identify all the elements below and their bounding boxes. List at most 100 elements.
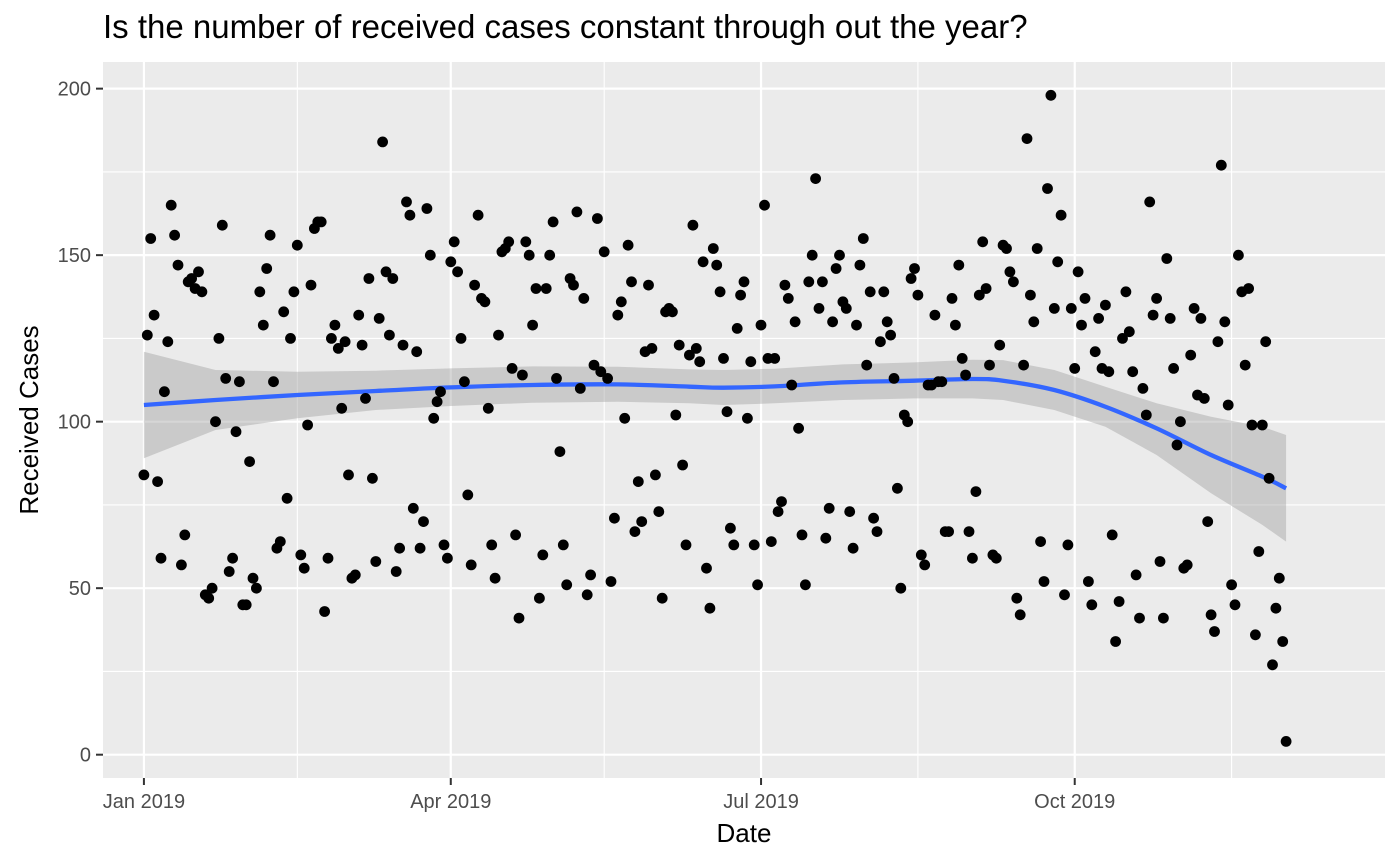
data-point <box>278 306 290 318</box>
data-point <box>377 136 388 148</box>
data-point <box>1042 183 1053 194</box>
data-point <box>370 556 382 567</box>
data-point <box>629 526 641 537</box>
data-point <box>943 526 954 537</box>
data-point <box>643 279 654 291</box>
data-point <box>721 406 733 418</box>
data-point <box>1250 629 1261 641</box>
data-point <box>291 239 303 251</box>
data-point <box>274 536 286 547</box>
data-point <box>1270 602 1282 614</box>
data-point <box>960 369 971 381</box>
data-point <box>871 526 883 537</box>
data-point <box>431 396 443 408</box>
data-point <box>1038 576 1050 587</box>
data-point <box>1106 529 1118 541</box>
data-point <box>864 286 876 298</box>
data-point <box>1158 612 1169 624</box>
data-point <box>1079 293 1091 304</box>
data-point <box>1048 303 1060 314</box>
data-point <box>680 539 692 551</box>
data-point <box>172 259 184 271</box>
data-point <box>1195 313 1207 324</box>
data-point <box>551 373 562 384</box>
data-point <box>1001 243 1012 254</box>
data-point <box>759 199 770 211</box>
data-point <box>482 402 494 414</box>
data-point <box>817 276 828 288</box>
data-point <box>1011 592 1023 604</box>
data-point <box>360 393 371 404</box>
data-point <box>1168 363 1179 374</box>
data-point <box>789 316 801 328</box>
data-point <box>452 266 463 278</box>
data-point <box>285 333 296 344</box>
data-point <box>220 373 232 384</box>
data-point <box>1083 576 1094 587</box>
data-point <box>1209 626 1220 637</box>
axis-ticks: 0 50 100 150 200 Jan 2019 Apr 2019 Jul 2019 Oct … <box>58 79 1116 813</box>
data-point <box>247 572 259 584</box>
data-point <box>148 309 160 321</box>
data-point <box>697 256 709 268</box>
data-point <box>165 199 177 211</box>
data-point <box>530 283 542 294</box>
data-point <box>1100 299 1111 311</box>
data-point <box>909 263 920 274</box>
data-point <box>435 386 446 398</box>
data-point <box>956 353 968 364</box>
data-point <box>469 279 480 291</box>
data-point <box>155 552 167 564</box>
data-point <box>319 606 330 617</box>
data-point <box>656 592 668 604</box>
data-point <box>810 173 821 185</box>
data-point <box>193 266 204 278</box>
data-point <box>885 329 896 341</box>
data-point <box>336 402 348 414</box>
data-point <box>1055 209 1067 221</box>
data-point <box>1134 612 1145 624</box>
data-point <box>585 569 596 581</box>
data-point <box>1229 599 1241 611</box>
data-point <box>418 516 429 527</box>
data-point <box>159 386 170 398</box>
data-point <box>731 323 743 334</box>
data-point <box>1089 346 1101 358</box>
data-point <box>428 412 440 424</box>
data-point <box>745 356 757 368</box>
data-point <box>748 539 760 551</box>
minor-gridlines <box>103 62 1385 778</box>
data-point <box>179 529 191 541</box>
data-point <box>1161 253 1173 264</box>
data-point <box>755 319 767 331</box>
data-point <box>646 343 658 354</box>
data-point <box>384 329 395 341</box>
data-point <box>329 319 341 331</box>
data-point <box>240 599 252 611</box>
data-point <box>547 216 559 228</box>
data-point <box>973 289 985 301</box>
data-point <box>776 496 787 507</box>
data-point <box>830 263 842 274</box>
data-point <box>1076 319 1087 331</box>
data-point <box>895 582 907 594</box>
data-point <box>315 216 327 228</box>
data-point <box>632 476 644 487</box>
data-point <box>380 266 392 278</box>
data-point <box>1205 609 1217 621</box>
data-point <box>994 339 1006 351</box>
data-point <box>517 369 528 381</box>
data-point <box>1113 596 1125 607</box>
data-point <box>636 516 648 527</box>
data-point <box>1059 589 1070 601</box>
data-point <box>442 552 453 564</box>
data-point <box>1008 276 1019 288</box>
data-point <box>1035 536 1046 547</box>
data-point <box>404 209 416 221</box>
data-point <box>626 276 637 288</box>
data-point <box>752 579 763 591</box>
data-point <box>510 529 521 541</box>
data-point <box>414 542 426 554</box>
data-point <box>353 309 365 321</box>
data-point <box>861 359 873 371</box>
